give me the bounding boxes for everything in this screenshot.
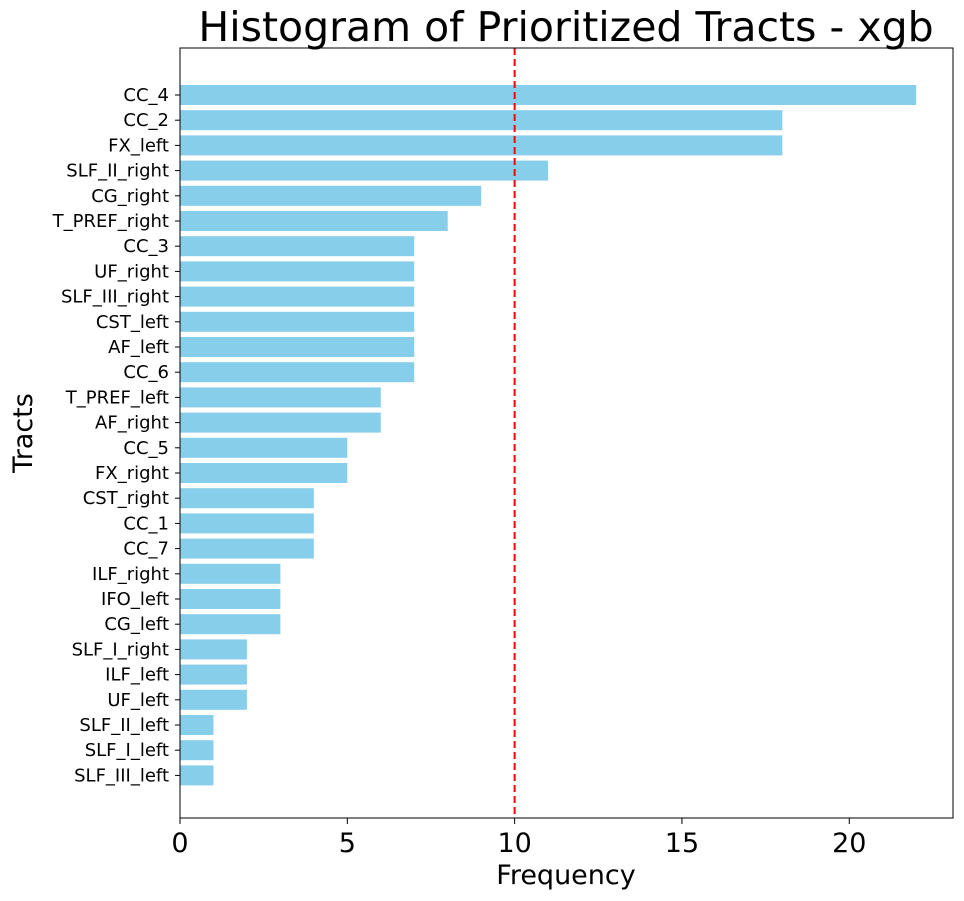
- y-tick-label: AF_left: [108, 337, 169, 358]
- bar-CC_1: [180, 513, 314, 534]
- bar-CC_3: [180, 236, 415, 257]
- bars-group: [180, 85, 917, 786]
- y-tick-label: ILF_right: [92, 564, 169, 585]
- bar-ILF_right: [180, 563, 281, 584]
- x-tick-label: 0: [171, 828, 188, 859]
- chart-title: Histogram of Prioritized Tracts - xgb: [198, 3, 933, 51]
- bar-CC_7: [180, 538, 314, 559]
- bar-SLF_II_left: [180, 715, 214, 735]
- bar-SLF_I_left: [180, 740, 214, 761]
- bar-CC_6: [180, 362, 415, 383]
- y-tick-label: T_PREF_right: [52, 211, 169, 232]
- y-tick-label: SLF_II_right: [66, 161, 169, 182]
- y-tick-label: CST_left: [96, 312, 169, 333]
- x-axis-label: Frequency: [496, 860, 636, 891]
- y-tick-label: SLF_III_left: [74, 765, 169, 786]
- bar-SLF_III_right: [180, 286, 415, 307]
- y-tick-label: T_PREF_left: [65, 387, 169, 408]
- y-tick-label: CG_left: [104, 614, 169, 635]
- x-ticks: 0 5 10 15 20: [171, 818, 866, 859]
- bar-T_PREF_right: [180, 211, 448, 231]
- bar-CG_left: [180, 614, 281, 635]
- y-tick-label: SLF_I_right: [72, 639, 169, 660]
- bar-CST_left: [180, 311, 415, 332]
- y-tick-label: CC_4: [123, 85, 169, 106]
- x-tick-label: 15: [665, 828, 699, 859]
- y-tick-label: AF_right: [95, 413, 169, 434]
- x-tick-label: 5: [339, 828, 356, 859]
- bar-T_PREF_left: [180, 387, 381, 408]
- bar-FX_left: [180, 135, 783, 156]
- bar-FX_right: [180, 463, 348, 483]
- bar-SLF_II_right: [180, 160, 549, 181]
- y-tick-labels: CC_4 CC_2 FX_left SLF_II_right CG_right T_PRE…: [52, 85, 180, 786]
- y-tick-label: CC_3: [123, 236, 169, 257]
- bar-CC_4: [180, 85, 917, 105]
- y-tick-label: ILF_left: [105, 665, 169, 686]
- y-tick-label: CC_6: [123, 362, 169, 383]
- bar-CC_5: [180, 437, 348, 458]
- bar-UF_left: [180, 689, 247, 710]
- bar-ILF_left: [180, 664, 247, 685]
- x-tick-label: 10: [497, 828, 531, 859]
- y-axis-label: Tracts: [8, 393, 39, 474]
- y-tick-label: CC_1: [123, 513, 169, 534]
- y-tick-label: CC_5: [123, 438, 169, 459]
- bar-SLF_III_left: [180, 765, 214, 786]
- y-tick-label: UF_right: [94, 261, 169, 282]
- bar-CST_right: [180, 488, 314, 509]
- bar-CC_2: [180, 110, 783, 131]
- x-tick-label: 20: [832, 828, 866, 859]
- y-tick-label: SLF_III_right: [61, 287, 169, 308]
- y-tick-label: FX_right: [95, 463, 169, 484]
- bar-IFO_left: [180, 589, 281, 609]
- bar-CG_right: [180, 185, 482, 206]
- bar-UF_right: [180, 261, 415, 282]
- bar-AF_left: [180, 337, 415, 357]
- y-tick-label: CC_7: [123, 539, 169, 560]
- plot-frame: [179, 47, 954, 819]
- y-tick-label: SLF_I_left: [85, 740, 169, 761]
- y-tick-label: CC_2: [123, 110, 169, 131]
- y-tick-label: CG_right: [91, 186, 169, 207]
- y-tick-label: SLF_II_left: [79, 715, 169, 736]
- bar-AF_right: [180, 412, 381, 433]
- bar-SLF_I_right: [180, 639, 247, 660]
- y-tick-label: FX_left: [108, 135, 169, 156]
- y-tick-label: IFO_left: [101, 589, 169, 610]
- y-tick-label: UF_left: [107, 690, 169, 711]
- y-tick-label: CST_right: [83, 488, 169, 509]
